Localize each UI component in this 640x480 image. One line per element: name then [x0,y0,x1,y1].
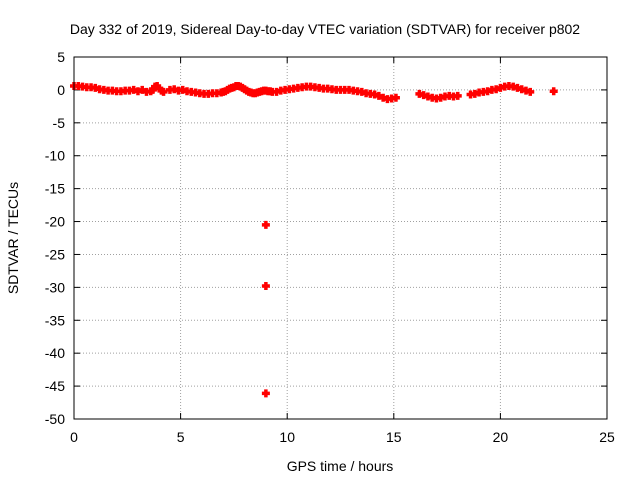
x-tick-label: 5 [177,429,185,445]
x-tick-label: 20 [493,429,509,445]
data-point [453,91,462,100]
plot-frame [73,56,608,420]
y-axis: 5 0 -5 -10 -15 -20 -25 -30 -35 -40 -45 -50 [45,49,607,427]
x-tick-label: 10 [279,429,295,445]
data-point [549,87,558,96]
x-axis-label: GPS time / hours [287,458,394,474]
data-point [261,389,270,398]
y-tick-label: -35 [45,312,65,328]
y-tick-label: -45 [45,378,65,394]
y-tick-label: -30 [45,279,65,295]
grid [74,57,607,419]
y-tick-label: -40 [45,345,65,361]
data-point [391,93,400,102]
x-tick-label: 25 [599,429,615,445]
y-tick-label: -15 [45,181,65,197]
y-axis-label: SDTVAR / TECUs [5,182,21,294]
y-tick-label: -50 [45,411,65,427]
data-point [159,87,168,96]
y-tick-label: 5 [57,49,65,65]
y-tick-label: -25 [45,246,65,262]
data-point [261,282,270,291]
x-tick-label: 0 [70,429,78,445]
data-point [261,220,270,229]
data-point [526,87,535,96]
y-tick-label: -20 [45,214,65,230]
x-axis: 0 5 10 15 20 25 [70,57,615,445]
y-tick-label: 0 [57,82,65,98]
plot-points [70,81,558,398]
y-tick-label: -10 [45,148,65,164]
y-tick-label: -5 [53,115,66,131]
chart-title: Day 332 of 2019, Sidereal Day-to-day VTE… [70,21,580,37]
x-tick-label: 15 [386,429,402,445]
